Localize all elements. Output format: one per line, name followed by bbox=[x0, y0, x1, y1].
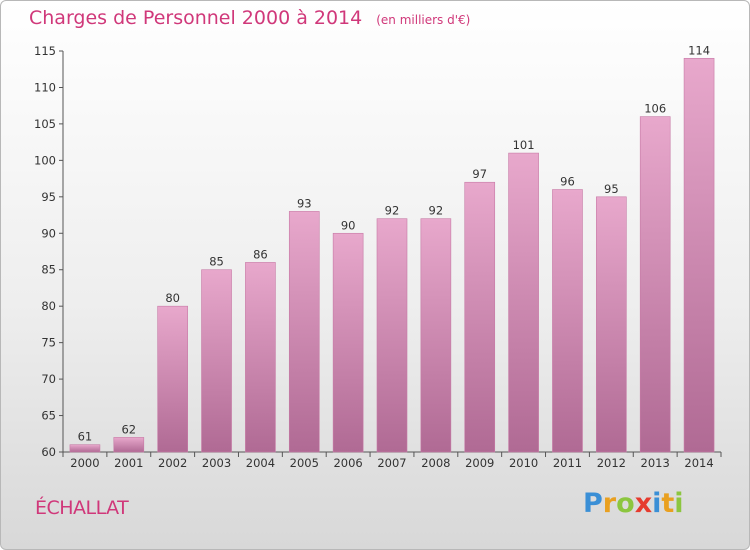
x-tick-label: 2005 bbox=[290, 456, 319, 470]
bar-value-label: 101 bbox=[513, 138, 535, 152]
bar bbox=[420, 218, 452, 453]
chart-value-labels: 61 62 80 85 86 93 90 92 92 97 101 96 95 106 114 bbox=[78, 43, 710, 443]
bar bbox=[201, 269, 232, 453]
bar bbox=[596, 196, 627, 453]
bar-value-label: 86 bbox=[253, 247, 268, 261]
x-tick-label: 2010 bbox=[509, 456, 538, 470]
bar bbox=[552, 189, 583, 453]
bar-value-label: 92 bbox=[429, 204, 444, 218]
y-tick-label: 115 bbox=[34, 44, 56, 58]
chart-title: Charges de Personnel 2000 à 2014 (en mill… bbox=[29, 7, 470, 29]
logo-letter: x bbox=[634, 488, 653, 519]
y-tick-label: 85 bbox=[41, 263, 56, 277]
proxiti-logo: Proxiti bbox=[583, 488, 684, 519]
bar-value-label: 61 bbox=[78, 430, 93, 444]
y-tick-label: 70 bbox=[41, 372, 56, 386]
y-tick-label: 100 bbox=[34, 153, 56, 167]
commune-name: ÉCHALLAT bbox=[35, 497, 129, 519]
chart-bars bbox=[69, 57, 715, 453]
logo-letter: P bbox=[583, 488, 603, 519]
bar-value-label: 85 bbox=[209, 255, 224, 269]
x-tick-label: 2008 bbox=[421, 456, 450, 470]
logo-letter: i bbox=[674, 488, 684, 519]
x-tick-label: 2011 bbox=[553, 456, 582, 470]
x-tick-label: 2014 bbox=[684, 456, 713, 470]
bar bbox=[332, 232, 364, 453]
chart-unit: (en milliers d'€) bbox=[376, 13, 471, 27]
chart-title-text: Charges de Personnel 2000 à 2014 bbox=[29, 7, 363, 29]
bar bbox=[157, 305, 188, 453]
x-tick-label: 2003 bbox=[202, 456, 231, 470]
y-tick-label: 80 bbox=[41, 299, 56, 313]
bar bbox=[288, 211, 320, 453]
bar-value-label: 93 bbox=[297, 196, 312, 210]
x-tick-label: 2012 bbox=[597, 456, 626, 470]
bar-value-label: 90 bbox=[341, 218, 356, 232]
logo-letter: t bbox=[661, 488, 675, 519]
bar bbox=[245, 262, 276, 453]
bar-value-label: 106 bbox=[644, 102, 666, 116]
x-tick-label: 2001 bbox=[114, 456, 143, 470]
bar bbox=[464, 181, 496, 453]
x-tick-label: 2004 bbox=[246, 456, 275, 470]
bar bbox=[639, 116, 671, 453]
bar bbox=[508, 152, 539, 453]
y-tick-label: 60 bbox=[41, 445, 56, 459]
logo-letter: i bbox=[652, 488, 662, 519]
x-tick-label: 2002 bbox=[158, 456, 187, 470]
bar bbox=[69, 444, 101, 453]
logo-letter: r bbox=[602, 488, 617, 519]
y-tick-label: 105 bbox=[34, 117, 56, 131]
bar-value-label: 97 bbox=[472, 167, 487, 181]
x-tick-label: 2000 bbox=[70, 456, 99, 470]
bar-value-label: 62 bbox=[121, 422, 136, 436]
bar-value-label: 96 bbox=[560, 175, 575, 189]
bar-value-label: 92 bbox=[385, 204, 400, 218]
y-tick-label: 75 bbox=[41, 336, 56, 350]
bar bbox=[376, 218, 408, 453]
bar-value-label: 114 bbox=[688, 43, 710, 57]
y-tick-label: 95 bbox=[41, 190, 56, 204]
y-tick-label: 65 bbox=[41, 409, 56, 423]
bar bbox=[683, 57, 715, 453]
x-tick-label: 2009 bbox=[465, 456, 494, 470]
y-tick-label: 90 bbox=[41, 226, 56, 240]
x-tick-label: 2006 bbox=[333, 456, 362, 470]
logo-letter: o bbox=[616, 488, 635, 519]
y-tick-label: 110 bbox=[34, 80, 56, 94]
bar-value-label: 95 bbox=[604, 182, 619, 196]
bar-value-label: 80 bbox=[165, 291, 180, 305]
x-tick-label: 2013 bbox=[641, 456, 670, 470]
x-tick-label: 2007 bbox=[377, 456, 406, 470]
bar bbox=[113, 437, 145, 453]
